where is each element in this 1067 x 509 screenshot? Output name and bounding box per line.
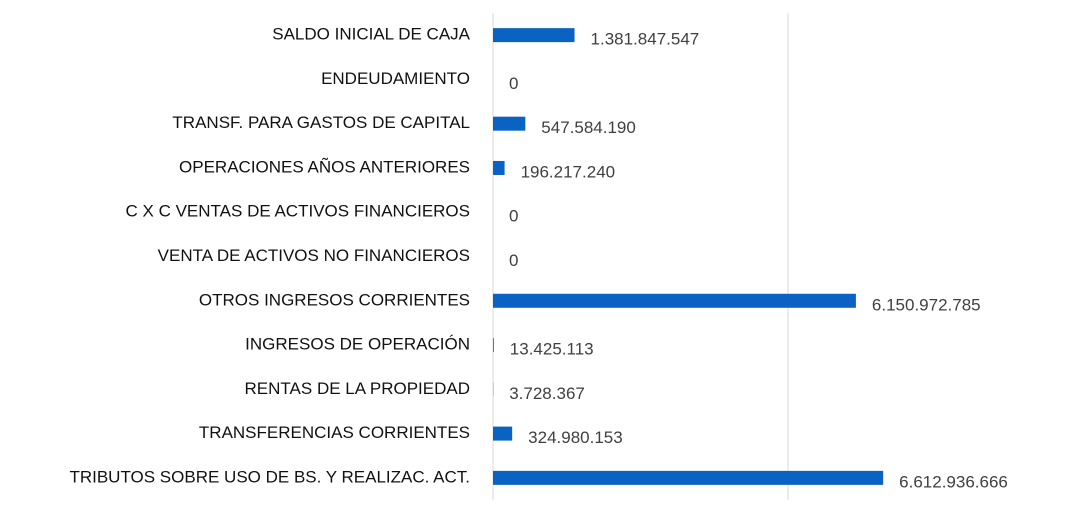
data-label: 0	[509, 207, 518, 226]
y-tick-label: OTROS INGRESOS CORRIENTES	[199, 290, 470, 309]
data-label: 6.150.972.785	[872, 295, 981, 314]
y-tick-label: RENTAS DE LA PROPIEDAD	[245, 379, 470, 398]
bar	[493, 117, 525, 131]
data-label: 1.381.847.547	[591, 30, 700, 49]
data-label: 3.728.367	[509, 384, 585, 403]
data-label: 6.612.936.666	[899, 472, 1008, 491]
y-tick-label: OPERACIONES AÑOS ANTERIORES	[179, 157, 470, 176]
y-tick-label: TRIBUTOS SOBRE USO DE BS. Y REALIZAC. AC…	[69, 467, 470, 486]
data-label: 13.425.113	[510, 340, 594, 359]
bar	[493, 338, 494, 352]
y-tick-label: ENDEUDAMIENTO	[321, 69, 470, 88]
bar	[493, 28, 575, 42]
y-tick-label: C X C VENTAS DE ACTIVOS FINANCIEROS	[126, 202, 470, 221]
data-label: 0	[509, 74, 518, 93]
bar	[493, 294, 856, 308]
data-label: 547.584.190	[541, 118, 636, 137]
y-tick-label: VENTA DE ACTIVOS NO FINANCIEROS	[158, 246, 470, 265]
bar	[493, 161, 505, 175]
data-label: 324.980.153	[528, 428, 623, 447]
y-tick-label: INGRESOS DE OPERACIÓN	[245, 335, 470, 354]
y-tick-label: SALDO INICIAL DE CAJA	[272, 25, 470, 44]
data-label: 196.217.240	[521, 162, 616, 181]
bar	[493, 471, 883, 485]
bar	[493, 427, 512, 441]
y-tick-label: TRANSFERENCIAS CORRIENTES	[199, 423, 470, 442]
data-label: 0	[509, 251, 518, 270]
y-tick-label: TRANSF. PARA GASTOS DE CAPITAL	[172, 113, 470, 132]
